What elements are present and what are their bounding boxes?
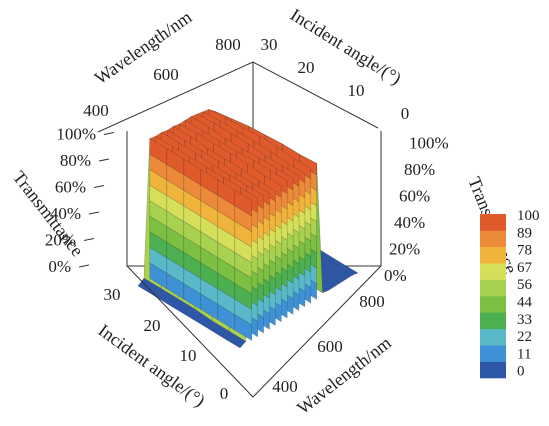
wavelength-tick-bottom: 800 bbox=[359, 292, 385, 311]
angle-tick-top: 20 bbox=[298, 58, 315, 77]
z-tick-mark-left bbox=[83, 238, 95, 241]
colorbar-tick: 11 bbox=[517, 346, 531, 362]
colorbar-swatch bbox=[480, 312, 506, 330]
wavelength-axis-label-top: Wavelength/nm bbox=[91, 7, 195, 89]
angle-tick-bottom: 20 bbox=[144, 316, 161, 335]
z-tick-mark-left bbox=[103, 132, 115, 135]
colorbar-tick: 67 bbox=[517, 260, 533, 276]
surface-plot bbox=[137, 109, 359, 349]
angle-tick-bottom: 0 bbox=[220, 384, 229, 403]
wavelength-tick-top: 600 bbox=[153, 65, 179, 84]
floor-front-edges bbox=[126, 265, 382, 398]
z-tick-right: 60% bbox=[399, 187, 430, 206]
colorbar-swatch bbox=[480, 296, 506, 313]
colorbar-tick: 100 bbox=[517, 208, 540, 224]
z-tick-mark-left bbox=[88, 211, 100, 215]
colorbar-tick: 33 bbox=[517, 312, 532, 328]
wavelength-tick-bottom: 600 bbox=[317, 337, 343, 356]
wavelength-tick-bottom: 400 bbox=[272, 377, 298, 396]
wavelength-tick-top: 400 bbox=[83, 101, 109, 120]
z-tick-mark-left bbox=[78, 264, 90, 268]
colorbar-tick: 44 bbox=[517, 295, 533, 311]
surface-cell bbox=[137, 277, 162, 297]
colorbar-swatch bbox=[480, 246, 506, 264]
colorbar-tick: 56 bbox=[517, 277, 533, 293]
angle-tick-top: 30 bbox=[261, 35, 278, 54]
z-tick-right: 0% bbox=[384, 266, 407, 285]
z-tick-left: 40% bbox=[50, 204, 81, 223]
wavelength-axis-label-bottom: Wavelength/nm bbox=[293, 332, 395, 418]
z-tick-left: 60% bbox=[55, 178, 86, 197]
z-tick-right: 80% bbox=[404, 160, 435, 179]
z-tick-mark-left bbox=[93, 185, 105, 188]
z-tick-left: 0% bbox=[48, 257, 71, 276]
top-frame bbox=[97, 61, 379, 133]
colorbar-swatch bbox=[480, 263, 506, 280]
colorbar-swatch bbox=[480, 279, 506, 297]
z-tick-right: 100% bbox=[409, 134, 449, 153]
z-tick-mark-left bbox=[98, 158, 110, 162]
z-tick-right: 40% bbox=[394, 213, 425, 232]
wall-band bbox=[149, 138, 168, 165]
colorbar-swatch bbox=[480, 361, 506, 379]
z-tick-left: 80% bbox=[60, 151, 91, 170]
angle-tick-bottom: 10 bbox=[180, 346, 197, 365]
front-axes: 0% 20% 40% 60% 80% 100% 0% 20% 40% 60% 80% 100% 400 6… bbox=[45, 35, 449, 403]
angle-tick-bottom: 30 bbox=[104, 285, 121, 304]
colorbar-swatch bbox=[480, 230, 506, 248]
colorbar-tick: 78 bbox=[517, 243, 532, 259]
angle-tick-top: 0 bbox=[401, 104, 410, 123]
colorbar-tick: 89 bbox=[517, 225, 532, 241]
z-tick-left: 100% bbox=[56, 125, 96, 144]
colorbar-swatch bbox=[480, 214, 506, 231]
colorbar-swatch bbox=[480, 345, 506, 362]
z-tick-left: 20% bbox=[45, 231, 76, 250]
colorbar-tick: 0 bbox=[517, 364, 525, 380]
wavelength-tick-top: 800 bbox=[215, 35, 241, 54]
colorbar-tick: 22 bbox=[517, 329, 532, 345]
z-tick-right: 20% bbox=[389, 240, 420, 259]
colorbar-swatch bbox=[480, 328, 506, 346]
angle-tick-top: 10 bbox=[348, 81, 365, 100]
